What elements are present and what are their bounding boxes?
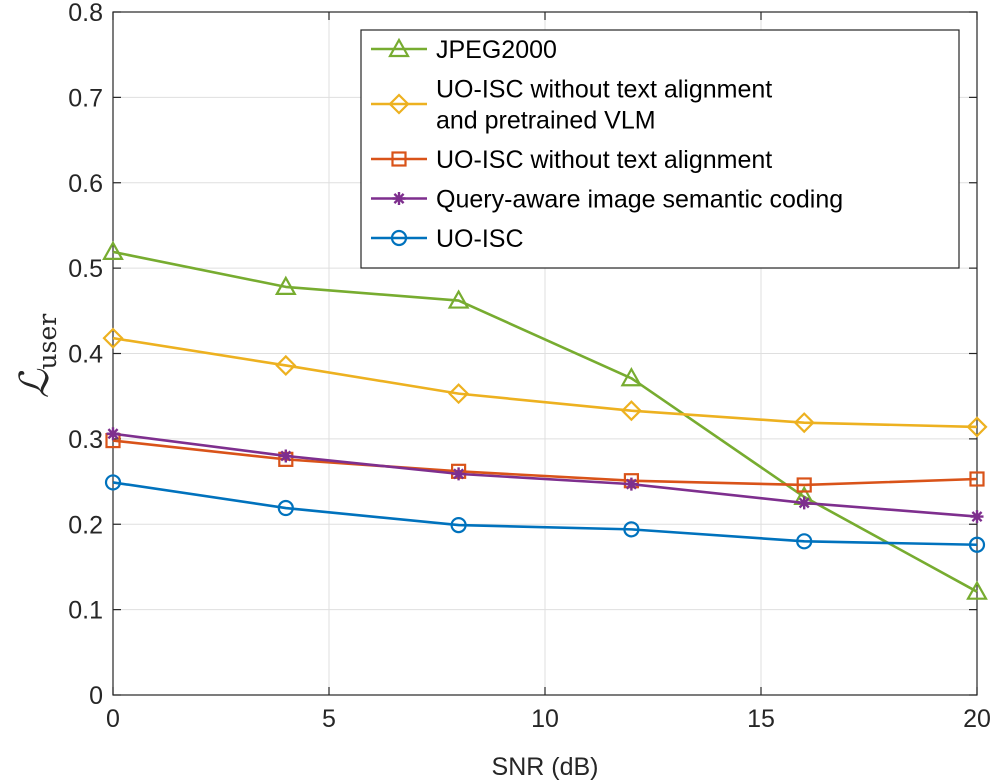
- series-0: [102, 240, 988, 600]
- x-tick-label: 20: [963, 705, 991, 733]
- x-tick-label: 15: [747, 705, 775, 733]
- legend-marker: [391, 151, 407, 167]
- series-line: [112, 336, 978, 429]
- data-point: [279, 449, 293, 463]
- legend-item: Query-aware image semantic coding: [371, 186, 843, 214]
- y-tick-label: 0.5: [68, 255, 103, 283]
- data-point: [797, 496, 811, 510]
- y-tick-label: 0.3: [68, 426, 103, 454]
- series-line: [112, 481, 978, 547]
- legend-item: UO-ISC without text alignment and pretrai…: [371, 76, 772, 135]
- legend-label: UO-ISC without text alignment: [436, 76, 772, 104]
- data-point: [102, 327, 124, 349]
- legend-label: Query-aware image semantic coding: [436, 186, 843, 214]
- y-tick-label: 0.8: [68, 0, 103, 27]
- legend-item: UO-ISC: [371, 225, 524, 253]
- data-point: [275, 354, 297, 377]
- legend-box: [360, 29, 960, 269]
- series-4: [104, 474, 986, 553]
- data-point: [277, 499, 294, 517]
- legend-marker: [392, 192, 406, 205]
- y-axis-subscript: user: [33, 314, 62, 370]
- series-layer: [102, 240, 988, 600]
- y-tick-label: 0.7: [68, 84, 103, 112]
- series-1: [102, 327, 988, 438]
- y-tick-label: 0.4: [68, 341, 103, 369]
- series-line: [112, 439, 978, 487]
- data-point: [796, 533, 813, 550]
- data-point: [793, 412, 815, 434]
- legend-marker: [390, 229, 408, 247]
- x-tick-label: 0: [106, 705, 120, 733]
- y-tick-label: 0.1: [68, 597, 103, 625]
- legend-label: and pretrained VLM: [436, 107, 656, 135]
- data-point: [104, 474, 122, 491]
- legend-label: UO-ISC without text alignment: [436, 146, 772, 174]
- legend-item: JPEG2000: [371, 36, 557, 64]
- data-point: [966, 580, 988, 600]
- y-axis-title: ℒuser: [12, 314, 62, 399]
- x-tick-label: 10: [531, 705, 559, 733]
- axes: 0 5 10 15 20 0 0.1 0.2 0.3 0.4 0.5 0.6 0.7 0.8: [68, 0, 991, 733]
- data-point: [274, 275, 297, 296]
- data-point: [970, 510, 984, 524]
- legend-marker: [388, 93, 410, 115]
- data-point: [448, 383, 470, 405]
- data-point: [450, 517, 467, 534]
- legend-label: JPEG2000: [436, 36, 557, 64]
- data-point: [452, 467, 466, 481]
- data-point: [623, 521, 640, 538]
- y-tick-label: 0.2: [68, 511, 103, 539]
- legend-marker: [388, 37, 410, 58]
- data-point: [968, 536, 986, 553]
- data-point: [624, 477, 638, 491]
- legend: JPEG2000 UO-ISC without text alignment and…: [360, 29, 960, 269]
- legend-item: UO-ISC without text alignment: [371, 146, 772, 174]
- data-point: [620, 367, 643, 387]
- series-line: [112, 250, 978, 593]
- series-line: [112, 432, 978, 518]
- x-axis-title: SNR (dB): [492, 753, 599, 781]
- data-point: [620, 400, 642, 422]
- y-axis-symbol: ℒ: [12, 368, 58, 398]
- data-point: [796, 477, 812, 493]
- x-tick-label: 5: [322, 705, 336, 733]
- series-3: [106, 427, 984, 524]
- y-tick-label: 0: [89, 682, 103, 710]
- data-point: [102, 240, 124, 261]
- data-point: [966, 416, 988, 438]
- data-point: [969, 471, 985, 487]
- legend-label: UO-ISC: [436, 225, 524, 253]
- data-point: [447, 289, 470, 309]
- data-point: [106, 427, 120, 441]
- y-tick-label: 0.6: [68, 170, 103, 198]
